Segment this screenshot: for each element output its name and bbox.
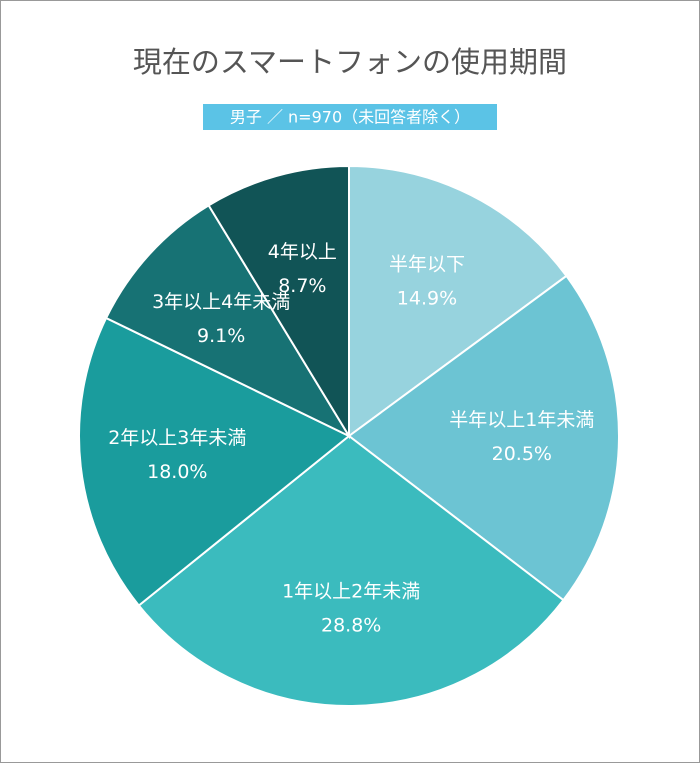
pie-slice bbox=[348, 164, 568, 438]
value-label: 8.7% bbox=[278, 275, 326, 297]
value-label: 9.1% bbox=[197, 325, 245, 347]
value-label: 14.9% bbox=[397, 287, 457, 309]
subtitle-box bbox=[203, 104, 497, 130]
slice-label: 2年以上3年未満 bbox=[108, 427, 246, 449]
pie-slice bbox=[347, 274, 620, 602]
pie-slice bbox=[104, 203, 352, 439]
pie-slice bbox=[207, 164, 350, 440]
slice-label: 1年以上2年未満 bbox=[282, 580, 420, 602]
chart-title: 現在のスマートフォンの使用期間 bbox=[133, 45, 567, 79]
slice-label: 4年以上 bbox=[268, 241, 337, 263]
slice-label: 半年以上1年未満 bbox=[449, 409, 594, 431]
pie-slice bbox=[78, 316, 351, 607]
value-label: 18.0% bbox=[147, 461, 207, 483]
value-label: 20.5% bbox=[492, 443, 552, 465]
slice-label: 3年以上4年未満 bbox=[152, 291, 290, 313]
slice-label: 半年以下 bbox=[389, 253, 465, 275]
pie-slice bbox=[137, 434, 565, 707]
subtitle: 男子 ／ n=970（未回答者除く） bbox=[230, 108, 470, 127]
value-label: 28.8% bbox=[321, 614, 381, 636]
